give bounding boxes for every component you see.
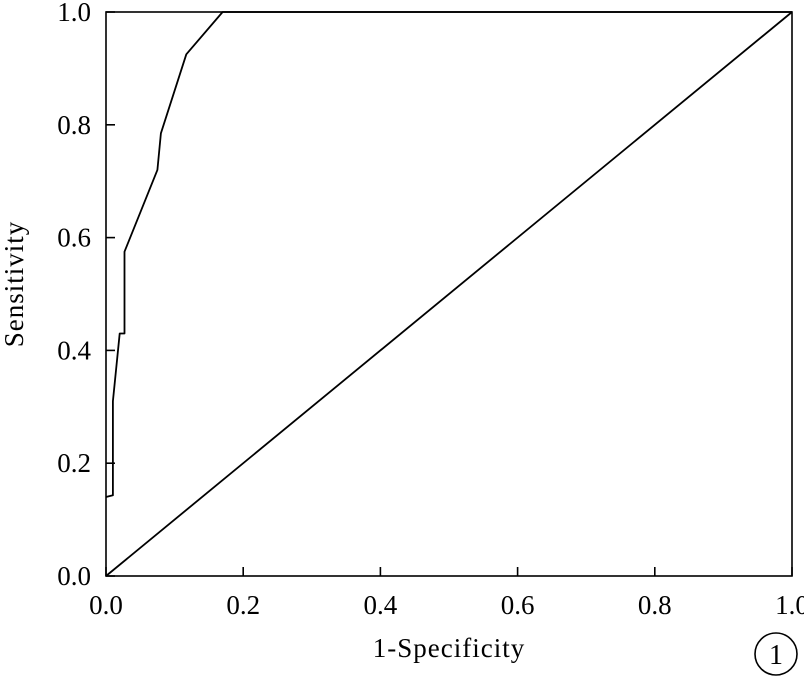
x-tick-label: 1.0: [775, 590, 804, 620]
y-tick-label: 0.2: [57, 448, 91, 478]
y-tick-label: 0.8: [57, 110, 91, 140]
series-layer: [105, 11, 793, 577]
panel-label-badge: 1: [754, 632, 798, 676]
x-tick-label: 0.8: [638, 590, 672, 620]
y-axis-ticks: 0.0 0.2 0.4 0.6 0.8 1.0: [57, 0, 115, 591]
x-tick-label: 0.2: [226, 590, 260, 620]
panel-label-circle: [754, 632, 798, 676]
x-tick-label: 0.4: [364, 590, 398, 620]
roc-curve: [105, 11, 792, 498]
panel-label: 1: [769, 640, 783, 671]
reference-diagonal: [105, 11, 793, 577]
y-tick-label: 0.4: [57, 335, 91, 365]
y-tick-label: 1.0: [57, 0, 91, 27]
y-tick-label: 0.6: [57, 223, 91, 253]
x-tick-label: 0.0: [89, 590, 123, 620]
y-axis-title: Sensitivity: [0, 221, 29, 348]
x-axis-title: 1-Specificity: [373, 633, 525, 663]
x-axis-ticks: 0.0 0.2 0.4 0.6 0.8 1.0: [89, 567, 804, 620]
y-tick-label: 0.0: [57, 561, 91, 591]
x-tick-label: 0.6: [501, 590, 535, 620]
